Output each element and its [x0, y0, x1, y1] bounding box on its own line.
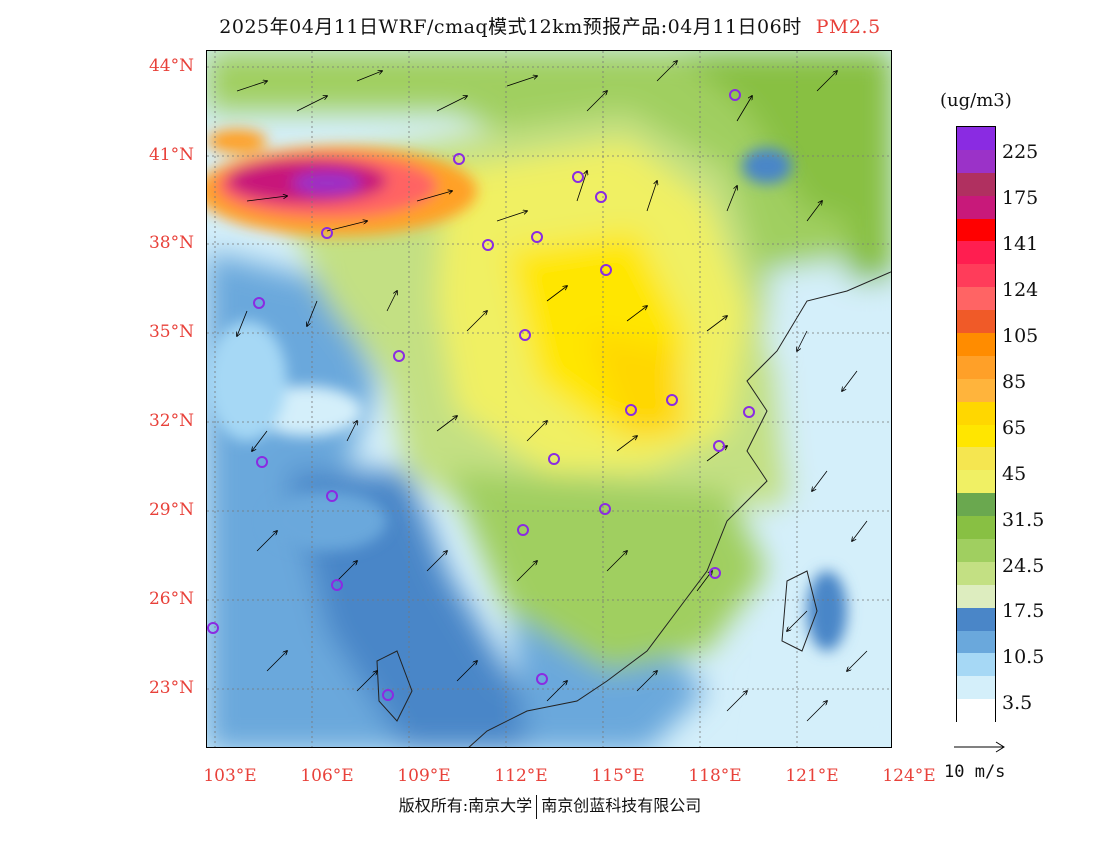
lat-label-23: 23°N	[148, 678, 194, 698]
wind-reference-arrow-icon	[954, 741, 1005, 753]
legend-label: 10.5	[1002, 646, 1045, 668]
legend-color-swatch	[957, 218, 995, 242]
legend-color-swatch	[957, 539, 995, 562]
legend-color-swatch	[957, 676, 995, 700]
legend-color-swatch	[957, 630, 995, 654]
legend-color-swatch	[957, 149, 995, 173]
legend-color-swatch	[957, 264, 995, 288]
city-markers	[207, 89, 755, 701]
legend-color-swatch	[957, 516, 995, 540]
legend-label: 45	[1002, 463, 1027, 485]
legend-label: 17.5	[1002, 600, 1045, 622]
legend-color-swatch	[957, 424, 995, 448]
legend-color-swatch	[957, 241, 995, 265]
legend-color-swatch	[957, 470, 995, 494]
legend-label: 65	[1002, 417, 1027, 439]
map-title: 2025年04月11日WRF/cmaq模式12km预报产品:04月11日06时 P…	[0, 12, 1100, 39]
legend-color-swatch	[957, 127, 995, 150]
legend-color-swatch	[957, 378, 995, 402]
lat-label-32: 32°N	[148, 411, 194, 431]
lat-label-26: 26°N	[148, 589, 194, 609]
legend-color-swatch	[957, 493, 995, 517]
legend-label: 124	[1002, 279, 1039, 301]
legend-units: (ug/m3)	[940, 90, 1012, 111]
lat-label-29: 29°N	[148, 500, 194, 520]
lon-label-106: 106°E	[300, 766, 354, 786]
legend-color-swatch	[957, 584, 995, 608]
legend-color-swatch	[957, 287, 995, 311]
legend-color-swatch	[957, 561, 995, 585]
legend-label: 141	[1002, 233, 1039, 255]
lon-label-121: 121°E	[785, 766, 839, 786]
legend-color-swatch	[957, 699, 995, 723]
legend-colorbar	[956, 126, 996, 723]
title-text: 2025年04月11日WRF/cmaq模式12km预报产品:04月11日06时	[219, 16, 802, 38]
legend-color-swatch	[957, 401, 995, 425]
legend-label: 175	[1002, 187, 1039, 209]
pollutant-label: PM2.5	[815, 16, 881, 38]
lat-label-44: 44°N	[148, 56, 194, 76]
legend-label: 24.5	[1002, 555, 1045, 577]
legend-color-swatch	[957, 333, 995, 356]
lon-label-124: 124°E	[882, 766, 936, 786]
copyright: 版权所有:南京大学 南京创蓝科技有限公司	[0, 792, 1100, 819]
copyright-separator	[536, 794, 538, 819]
lon-label-118: 118°E	[688, 766, 742, 786]
legend-label: 225	[1002, 141, 1039, 163]
lat-label-35: 35°N	[148, 322, 194, 342]
lon-label-112: 112°E	[494, 766, 548, 786]
legend-color-swatch	[957, 172, 995, 196]
legend-label: 85	[1002, 371, 1027, 393]
legend-label: 3.5	[1002, 692, 1033, 714]
map-canvas	[207, 51, 891, 747]
copyright-owner: 版权所有:南京大学	[398, 796, 533, 815]
lat-label-38: 38°N	[148, 233, 194, 253]
legend-color-swatch	[957, 447, 995, 471]
legend-color-swatch	[957, 310, 995, 334]
legend-color-swatch	[957, 195, 995, 219]
legend-color-swatch	[957, 607, 995, 631]
lon-label-103: 103°E	[203, 766, 257, 786]
pm25-map	[206, 50, 892, 748]
wind-reference-label: 10 m/s	[944, 762, 1006, 782]
legend-color-swatch	[957, 355, 995, 379]
legend-label: 31.5	[1002, 509, 1045, 531]
copyright-company: 南京创蓝科技有限公司	[541, 796, 702, 815]
legend-color-swatch	[957, 653, 995, 677]
lon-label-115: 115°E	[591, 766, 645, 786]
lon-label-109: 109°E	[397, 766, 451, 786]
legend-label: 105	[1002, 325, 1039, 347]
lat-label-41: 41°N	[148, 145, 194, 165]
